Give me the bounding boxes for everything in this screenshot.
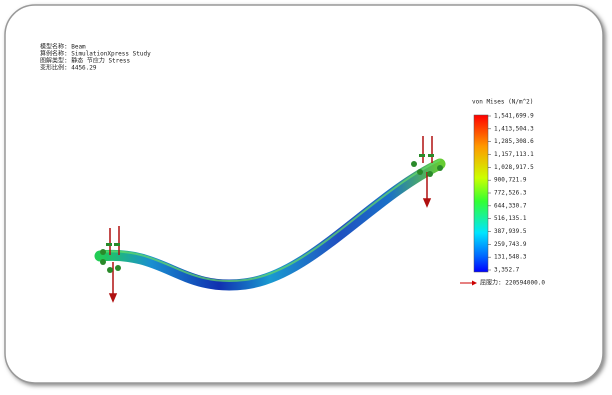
legend-label: 900,721.9 [494, 177, 527, 184]
legend-title: von Mises (N/m^2) [472, 99, 533, 106]
header-line: 模型名称: Beam [40, 43, 86, 51]
legend-label: 1,028,917.5 [494, 164, 534, 171]
legend-label: 259,743.9 [494, 241, 527, 248]
header-line: 变形比例: 4456.29 [40, 64, 97, 72]
legend-label: 1,413,504.3 [494, 125, 534, 132]
legend-label: 644,330.7 [494, 202, 527, 209]
legend-label: 3,352.7 [494, 267, 520, 274]
color-bar [474, 115, 488, 272]
legend-label: 1,285,308.6 [494, 138, 534, 145]
header-line: 算例名称: SimulationXpress Study [40, 50, 151, 58]
legend-label: 1,157,113.1 [494, 151, 534, 158]
legend-label: 131,548.3 [494, 254, 527, 261]
legend-label: 772,526.3 [494, 190, 527, 197]
header-line: 图解类型: 静态 节应力 Stress [40, 57, 131, 65]
legend-label: 516,135.1 [494, 215, 527, 222]
legend-label: 387,939.5 [494, 228, 527, 235]
screenshot: 模型名称: Beam 算例名称: SimulationXpress Study … [0, 0, 612, 391]
legend-label: 1,541,699.9 [494, 113, 534, 120]
yield-label: 屈服力: 220594000.0 [480, 279, 545, 287]
